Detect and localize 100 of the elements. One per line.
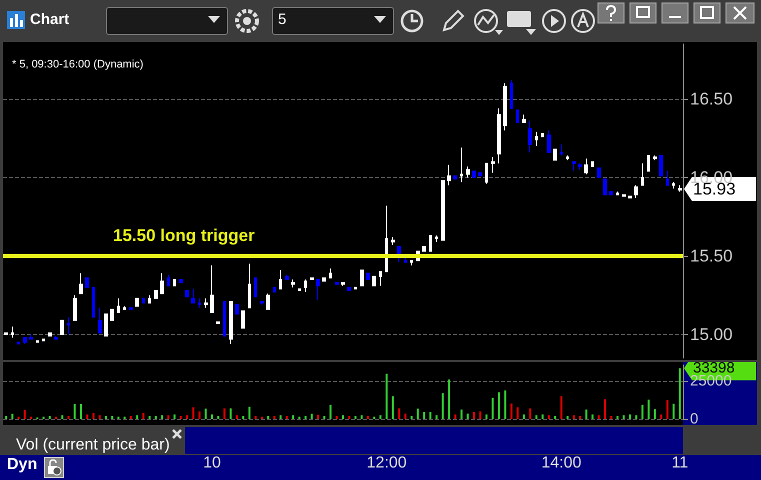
bar: [641, 404, 644, 419]
bar: [11, 414, 14, 419]
bar: [398, 408, 400, 419]
bar: [466, 414, 469, 419]
bar: [678, 368, 681, 419]
bar: [24, 410, 26, 419]
candlestick: [609, 191, 613, 196]
bar: [554, 416, 556, 419]
candlestick: [235, 304, 239, 315]
candlestick: [347, 286, 351, 291]
bar: [161, 415, 164, 419]
candlestick: [628, 196, 632, 198]
candlestick: [453, 175, 457, 180]
candlestick: [129, 307, 133, 310]
candlestick: [304, 279, 307, 293]
candlestick: [273, 286, 276, 293]
y-tick-label: 0: [690, 410, 698, 428]
candlestick: [4, 332, 8, 335]
bar: [479, 411, 482, 419]
candlestick: [503, 82, 507, 131]
bar: [622, 415, 625, 419]
candlestick: [385, 205, 388, 272]
bar: [448, 379, 450, 419]
bar: [48, 416, 51, 419]
bar: [386, 374, 388, 419]
bar: [5, 416, 8, 419]
candlestick: [73, 294, 77, 321]
bar: [535, 415, 538, 419]
candlestick: [547, 130, 551, 153]
candlestick: [341, 282, 345, 286]
candlestick: [553, 148, 557, 161]
bar: [529, 408, 532, 419]
bar: [592, 414, 594, 419]
bar: [292, 415, 294, 419]
candlestick: [210, 264, 214, 313]
bar: [98, 415, 101, 419]
candlestick: [510, 80, 513, 109]
bar: [566, 416, 569, 419]
y-tick-label: 16.50: [690, 89, 733, 108]
candlestick: [447, 164, 451, 186]
bar: [242, 416, 244, 419]
candlestick: [329, 268, 332, 278]
bar: [410, 416, 413, 419]
candlestick: [666, 170, 669, 186]
candlestick: [522, 114, 526, 123]
text: Chart: [30, 11, 70, 28]
candlestick: [298, 288, 301, 291]
bar: [648, 400, 650, 419]
bar: [460, 410, 463, 419]
candlestick: [497, 108, 501, 164]
candlestick: [566, 154, 569, 161]
bar: [230, 408, 232, 419]
candlestick: [491, 156, 495, 174]
candlestick: [391, 236, 395, 246]
candlestick: [422, 246, 426, 252]
candlestick: [110, 308, 114, 321]
bar: [654, 409, 656, 419]
y-tick-label: 15.00: [690, 324, 733, 344]
bar: [130, 416, 132, 419]
bar: [192, 407, 194, 419]
bar: [111, 416, 114, 419]
bar: [148, 416, 151, 419]
bar: [236, 415, 238, 419]
bar: [628, 414, 631, 419]
bar: [522, 414, 525, 419]
candlestick: [248, 263, 251, 308]
bar: [248, 406, 250, 419]
bar: [510, 403, 512, 419]
bar: [542, 414, 544, 419]
candlestick: [441, 180, 445, 241]
bar: [317, 414, 320, 419]
candlestick: [85, 277, 89, 288]
candlestick: [641, 162, 644, 186]
candlestick: [672, 182, 675, 189]
candlestick: [603, 178, 607, 196]
bar: [142, 412, 144, 419]
candlestick: [578, 162, 582, 170]
candlestick: [616, 191, 619, 196]
candlestick: [36, 340, 39, 343]
bar: [180, 416, 182, 419]
bar: [516, 407, 519, 419]
candlestick: [460, 147, 463, 183]
candlestick: [541, 132, 544, 138]
candlestick: [485, 162, 488, 184]
bar: [204, 408, 207, 419]
bar: [429, 412, 432, 419]
candlestick: [241, 310, 245, 329]
bar: [360, 415, 363, 419]
candlestick: [29, 334, 33, 340]
candlestick: [79, 272, 83, 294]
candlestick: [322, 277, 326, 282]
bar: [604, 399, 606, 419]
x-tick-label: 14:00: [541, 454, 582, 472]
bar: [92, 412, 94, 419]
bar: [254, 416, 257, 419]
candlestick: [123, 306, 126, 310]
candlestick: [354, 286, 357, 290]
bar: [304, 416, 307, 419]
bar: [610, 416, 612, 419]
bar: [392, 396, 394, 419]
